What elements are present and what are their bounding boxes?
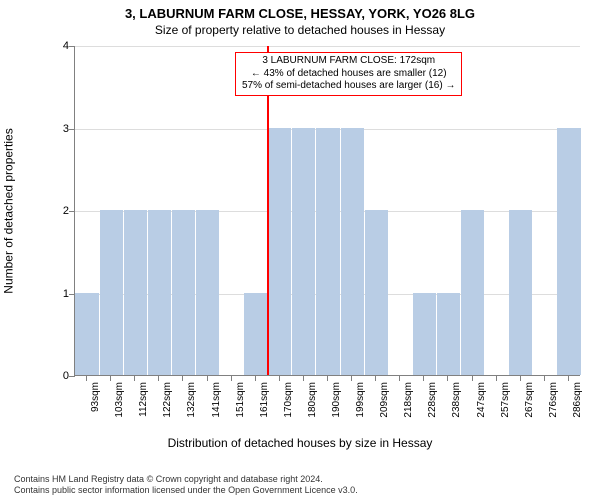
y-tick-label: 4 (51, 40, 69, 52)
bar (557, 128, 580, 376)
annotation-box: 3 LABURNUM FARM CLOSE: 172sqm ← 43% of d… (235, 52, 462, 96)
x-tick-label: 161sqm (259, 382, 270, 418)
y-axis-label: Number of detached properties (0, 46, 18, 376)
x-tick-label: 151sqm (235, 382, 246, 418)
x-tick-label: 257sqm (500, 382, 511, 418)
x-tick (255, 376, 256, 381)
x-tick-label: 112sqm (138, 382, 149, 417)
x-tick (207, 376, 208, 381)
bar (509, 210, 532, 375)
x-axis-label: Distribution of detached houses by size … (0, 436, 600, 450)
chart-subtitle: Size of property relative to detached ho… (0, 21, 600, 37)
x-tick-label: 103sqm (114, 382, 125, 418)
x-tick (568, 376, 569, 381)
x-tick-label: 93sqm (90, 382, 101, 412)
x-tick-label: 276sqm (548, 382, 559, 418)
x-tick-label: 247sqm (476, 382, 487, 418)
y-tick (69, 211, 75, 212)
x-tick (182, 376, 183, 381)
bar (75, 293, 98, 376)
x-tick (351, 376, 352, 381)
x-tick (472, 376, 473, 381)
footer-line: Contains HM Land Registry data © Crown c… (14, 474, 358, 485)
y-tick-label: 1 (51, 288, 69, 300)
x-ticks: 93sqm 103sqm 112sqm 122sqm 132sqm 141sqm 151sq… (74, 376, 580, 436)
plot-area: 3 LABURNUM FARM CLOSE: 172sqm ← 43% of d… (74, 46, 580, 376)
x-tick (544, 376, 545, 381)
y-tick (69, 46, 75, 47)
x-tick (520, 376, 521, 381)
x-tick (399, 376, 400, 381)
y-tick-label: 3 (51, 123, 69, 135)
y-tick-label: 2 (51, 205, 69, 217)
x-tick (110, 376, 111, 381)
x-tick-label: 199sqm (355, 382, 366, 418)
bar (172, 210, 195, 375)
x-tick (231, 376, 232, 381)
x-tick (303, 376, 304, 381)
bar (100, 210, 123, 375)
footer-attribution: Contains HM Land Registry data © Crown c… (14, 474, 358, 497)
bar (461, 210, 484, 375)
x-tick-label: 286sqm (572, 382, 583, 418)
chart-area: 3 LABURNUM FARM CLOSE: 172sqm ← 43% of d… (44, 46, 584, 376)
x-tick-label: 132sqm (186, 382, 197, 418)
bar (341, 128, 364, 376)
x-tick (496, 376, 497, 381)
x-tick-label: 122sqm (162, 382, 173, 418)
y-tick (69, 129, 75, 130)
bar (268, 128, 291, 376)
x-tick-label: 209sqm (379, 382, 390, 418)
x-tick (327, 376, 328, 381)
x-tick-label: 218sqm (403, 382, 414, 418)
x-tick-label: 228sqm (427, 382, 438, 418)
bar (316, 128, 339, 376)
bar (413, 293, 436, 376)
x-tick (86, 376, 87, 381)
x-tick-label: 238sqm (451, 382, 462, 418)
annotation-line: ← 43% of detached houses are smaller (12… (242, 68, 455, 81)
x-tick-label: 141sqm (211, 382, 222, 418)
x-tick-label: 190sqm (331, 382, 342, 418)
x-tick (279, 376, 280, 381)
y-tick (69, 294, 75, 295)
bar (196, 210, 219, 375)
x-tick (134, 376, 135, 381)
bar (148, 210, 171, 375)
x-tick-label: 267sqm (524, 382, 535, 418)
bar (124, 210, 147, 375)
chart-container: { "title": "3, LABURNUM FARM CLOSE, HESS… (0, 0, 600, 500)
x-tick (447, 376, 448, 381)
bar (365, 210, 388, 375)
bar (292, 128, 315, 376)
annotation-line: 57% of semi-detached houses are larger (… (242, 80, 455, 93)
annotation-line: 3 LABURNUM FARM CLOSE: 172sqm (242, 55, 455, 68)
x-tick (375, 376, 376, 381)
chart-title: 3, LABURNUM FARM CLOSE, HESSAY, YORK, YO… (0, 0, 600, 21)
x-tick-label: 170sqm (283, 382, 294, 418)
x-tick-label: 180sqm (307, 382, 318, 418)
x-tick (158, 376, 159, 381)
y-tick-label: 0 (51, 370, 69, 382)
footer-line: Contains public sector information licen… (14, 485, 358, 496)
bar (437, 293, 460, 376)
bar (244, 293, 267, 376)
x-tick (423, 376, 424, 381)
